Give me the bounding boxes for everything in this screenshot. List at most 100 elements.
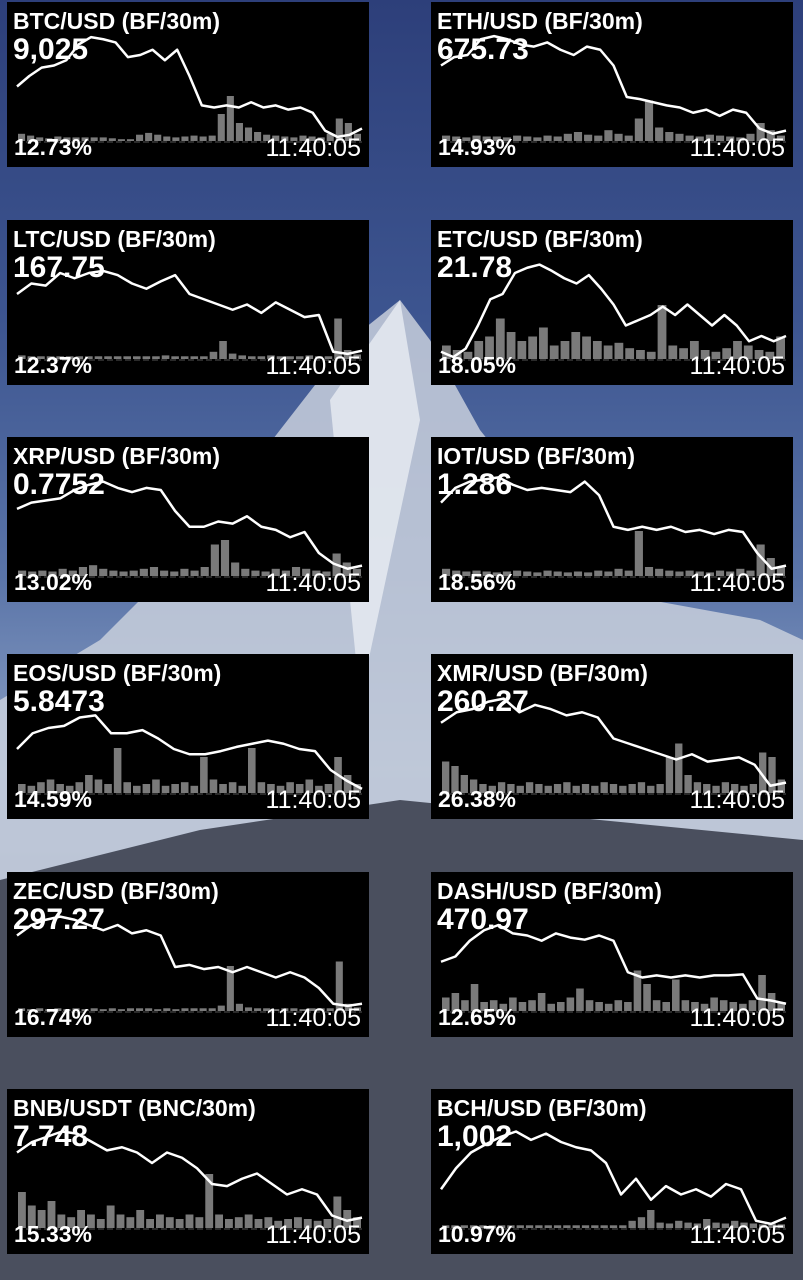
volume-bar xyxy=(305,355,314,359)
volume-bar xyxy=(96,1219,105,1228)
change-percent: 18.05% xyxy=(438,352,517,378)
pair-title: XMR/USD (BF/30m) xyxy=(437,660,648,686)
volume-bar xyxy=(254,132,262,141)
ticker-widget[interactable]: EOS/USD (BF/30m) 5.8473 14.59% 11:40:05 xyxy=(7,654,369,819)
volume-bar xyxy=(584,134,593,141)
volume-bar xyxy=(220,540,230,576)
volume-bar xyxy=(489,1000,498,1011)
volume-bar xyxy=(199,136,207,141)
volume-bar xyxy=(99,137,107,141)
volume-bar xyxy=(656,1222,664,1228)
volume-bar xyxy=(45,1009,53,1011)
ticker-widget[interactable]: XMR/USD (BF/30m) 260.27 26.38% 11:40:05 xyxy=(431,654,793,819)
volume-bar xyxy=(46,356,55,359)
volume-bar xyxy=(38,570,47,576)
volume-bar xyxy=(234,1217,243,1228)
volume-bar xyxy=(614,133,623,141)
volume-bar xyxy=(63,137,71,141)
update-time: 11:40:05 xyxy=(689,786,785,814)
volume-bar xyxy=(190,356,199,359)
ticker-widget[interactable]: LTC/USD (BF/30m) 167.75 12.37% 11:40:05 xyxy=(7,220,369,385)
volume-bar xyxy=(442,1225,450,1228)
update-time: 11:40:05 xyxy=(689,1221,785,1249)
volume-bar xyxy=(123,782,131,793)
volume-bar xyxy=(90,137,98,141)
volume-bar xyxy=(89,565,98,576)
volume-bar xyxy=(695,136,704,141)
volume-bar xyxy=(119,571,128,576)
volume-bar xyxy=(18,570,27,576)
volume-bar xyxy=(54,136,62,141)
volume-bar xyxy=(675,1220,683,1228)
volume-bar xyxy=(585,1000,594,1011)
volume-bar xyxy=(99,1009,107,1011)
volume-bar xyxy=(163,1008,171,1011)
volume-bar xyxy=(286,356,294,359)
volume-bar xyxy=(152,356,160,359)
price: 1,002 xyxy=(437,1120,513,1153)
volume-bar xyxy=(470,984,479,1011)
volume-bar xyxy=(317,137,325,141)
volume-bar xyxy=(553,1225,562,1228)
volume-bar xyxy=(171,784,179,793)
volume-bar xyxy=(219,784,227,793)
price-chart xyxy=(16,1130,363,1230)
volume-bar xyxy=(190,1008,198,1011)
ticker-widget[interactable]: XRP/USD (BF/30m) 0.7752 13.02% 11:40:05 xyxy=(7,437,369,602)
volume-bar xyxy=(154,134,162,141)
volume-bar xyxy=(175,1219,184,1228)
volume-bar xyxy=(123,356,131,359)
ticker-widget[interactable]: ZEC/USD (BF/30m) 297.27 16.74% 11:40:05 xyxy=(7,872,369,1037)
volume-bar xyxy=(544,785,552,793)
ticker-widget[interactable]: ETC/USD (BF/30m) 21.78 18.05% 11:40:05 xyxy=(431,220,793,385)
volume-bar xyxy=(628,784,636,793)
volume-bar xyxy=(625,348,635,359)
ticker-widget[interactable]: BCH/USD (BF/30m) 1,002 10.97% 11:40:05 xyxy=(431,1089,793,1254)
volume-bar xyxy=(731,1220,739,1228)
ticker-widget[interactable]: BTC/USD (BF/30m) 9,025 12.73% 11:40:05 xyxy=(7,2,369,167)
volume-bar xyxy=(190,785,199,793)
volume-bar xyxy=(181,1008,189,1011)
volume-bar xyxy=(657,305,667,359)
change-percent: 14.93% xyxy=(438,134,517,160)
volume-bar xyxy=(90,1008,98,1011)
volume-bar xyxy=(722,348,732,359)
volume-bar xyxy=(452,136,461,141)
volume-bar xyxy=(712,785,720,793)
price-chart xyxy=(439,1130,787,1230)
ticker-widget[interactable]: DASH/USD (BF/30m) 470.97 12.65% 11:40:05 xyxy=(431,872,793,1037)
volume-bar xyxy=(219,341,227,359)
ticker-widget[interactable]: IOT/USD (BF/30m) 1.286 18.56% 11:40:05 xyxy=(431,437,793,602)
price-line xyxy=(16,714,363,791)
volume-bar xyxy=(37,1210,46,1228)
volume-bar xyxy=(647,1210,655,1228)
ticker-widget[interactable]: ETH/USD (BF/30m) 675.73 14.93% 11:40:05 xyxy=(431,2,793,167)
volume-bar xyxy=(81,137,89,141)
volume-bar xyxy=(180,782,189,793)
volume-bar xyxy=(139,568,148,576)
volume-bar xyxy=(609,1225,618,1228)
volume-bar xyxy=(715,570,725,576)
volume-bar xyxy=(315,356,323,359)
volume-bar xyxy=(154,1009,162,1011)
volume-bar xyxy=(488,1225,496,1228)
volume-bar xyxy=(295,784,304,793)
change-percent: 12.73% xyxy=(14,134,93,160)
volume-bar xyxy=(528,336,538,359)
volume-bar xyxy=(543,570,552,576)
volume-bar xyxy=(482,136,491,141)
volume-bar xyxy=(171,356,179,359)
volume-bar xyxy=(27,1205,36,1228)
volume-bar xyxy=(628,1220,636,1228)
volume-bar xyxy=(633,970,642,1011)
volume-bar xyxy=(27,135,35,141)
volume-bar xyxy=(257,782,266,793)
volume-bar xyxy=(352,568,361,576)
volume-bar xyxy=(85,356,93,359)
volume-bar xyxy=(726,571,735,576)
ticker-widget[interactable]: BNB/USDT (BNC/30m) 7.748 15.33% 11:40:05 xyxy=(7,1089,369,1254)
volume-bar xyxy=(335,961,343,1011)
volume-bar xyxy=(75,356,84,359)
volume-bar xyxy=(94,779,103,793)
volume-bar xyxy=(759,752,767,793)
